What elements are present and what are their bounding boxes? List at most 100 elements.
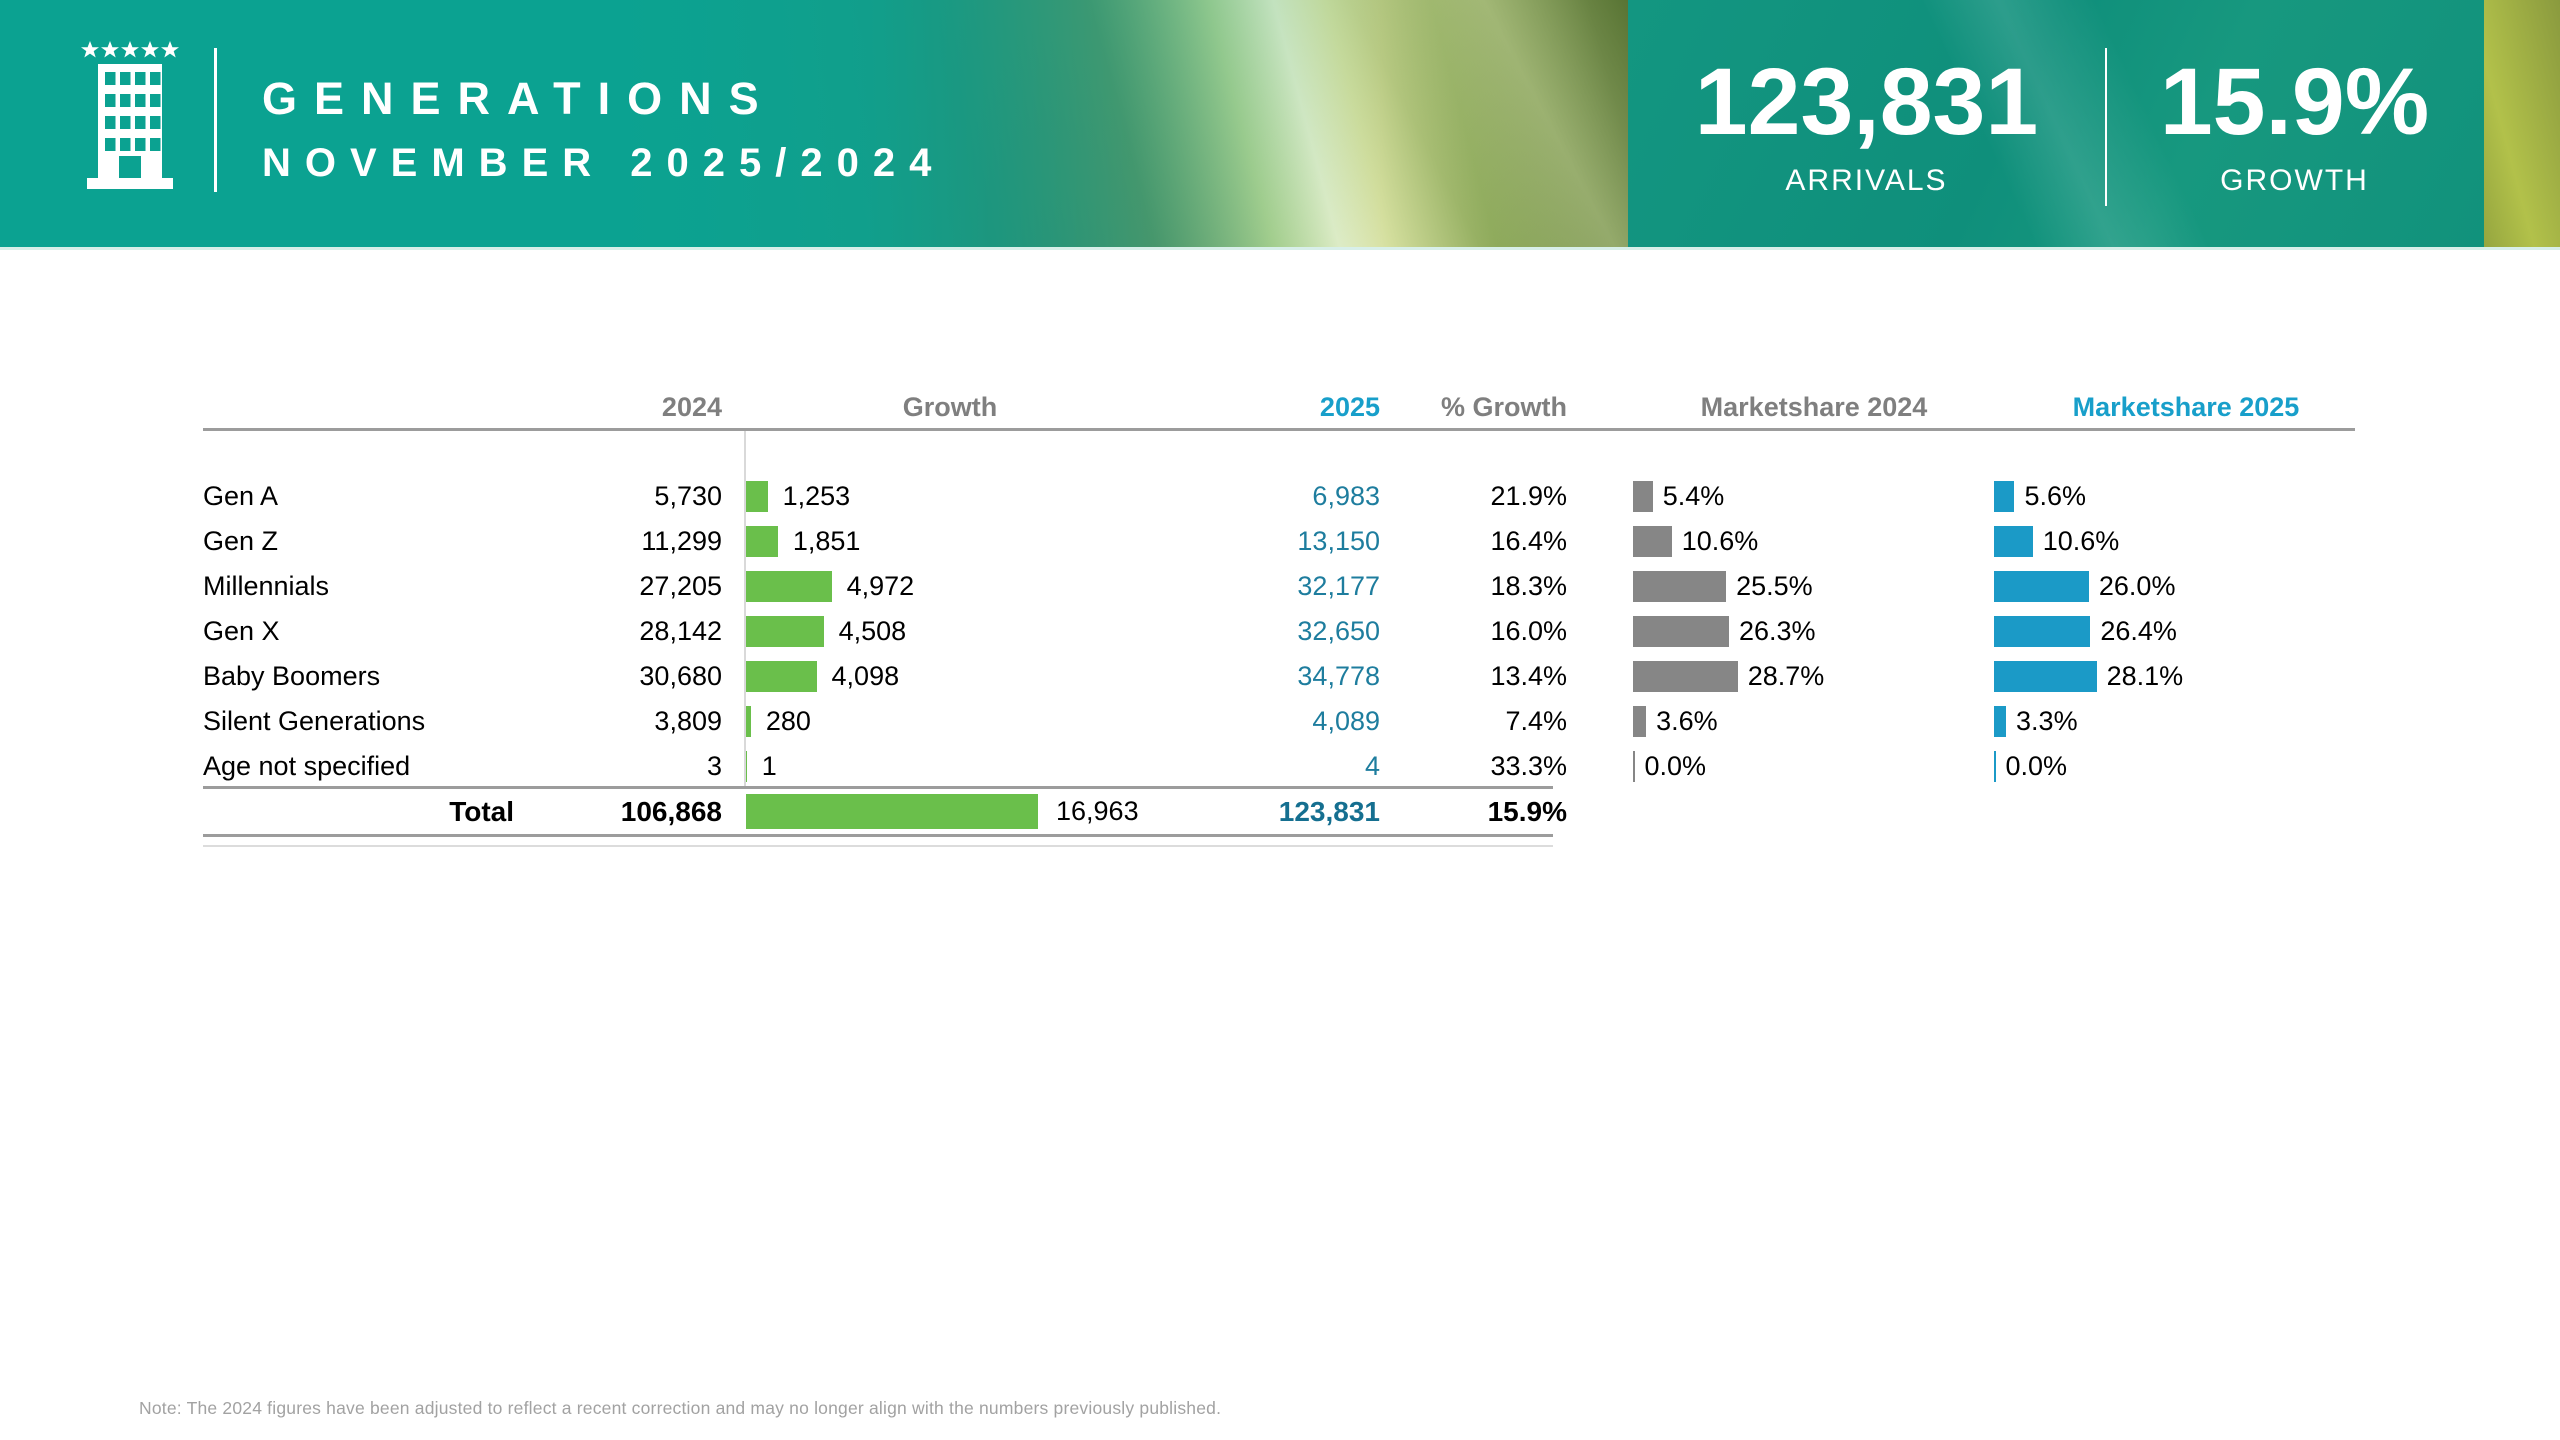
- marketshare-2025-bar: [1994, 616, 2091, 647]
- growth-bar: [746, 751, 747, 782]
- generation-label: Gen A: [203, 481, 279, 511]
- growth-bars-axis-line: [744, 431, 746, 789]
- col-header-2025: 2025: [1319, 392, 1380, 422]
- value-2024: 3,809: [654, 706, 722, 736]
- growth-bar: [746, 616, 824, 647]
- total-growth-bar: [746, 794, 1038, 829]
- marketshare-2024-bar: [1633, 706, 1647, 737]
- kpi-arrivals-value: 123,831: [1694, 49, 2039, 155]
- marketshare-2024-value: 28.7%: [1747, 661, 1825, 691]
- marketshare-2024-bar: [1633, 481, 1653, 512]
- title-line2: NOVEMBER 2025/2024: [262, 141, 946, 185]
- generation-label: Silent Generations: [203, 706, 426, 736]
- marketshare-2025-value: 28.1%: [2106, 661, 2184, 691]
- total-row-bottom-border: [203, 834, 1553, 837]
- value-2024: 27,205: [639, 571, 722, 601]
- table-body: Gen A 5,730 1,253 6,983 21.9% 5.4% 5.6% …: [0, 474, 2560, 789]
- table-header-underline: [203, 428, 2355, 431]
- marketshare-2025-value: 5.6%: [2024, 481, 2086, 511]
- total-row: Total 106,868 16,963 123,831 15.9%: [0, 789, 2560, 834]
- generation-label: Gen X: [203, 616, 280, 646]
- kpi-arrivals-label: ARRIVALS: [1785, 164, 1948, 197]
- growth-bar: [746, 706, 751, 737]
- value-2024: 5,730: [654, 481, 722, 511]
- total-label: Total: [449, 796, 514, 827]
- value-2025: 4,089: [1312, 706, 1380, 736]
- value-2025: 13,150: [1297, 526, 1380, 556]
- total-pct-growth: 15.9%: [1487, 796, 1567, 827]
- marketshare-2024-value: 10.6%: [1681, 526, 1759, 556]
- marketshare-2024-value: 0.0%: [1644, 751, 1707, 781]
- kpi-panel: 123,831 ARRIVALS 15.9% GROWTH: [1628, 0, 2484, 247]
- marketshare-2025-value: 26.0%: [2098, 571, 2176, 601]
- kpi-arrivals: 123,831 ARRIVALS: [1628, 0, 2105, 247]
- pct-growth-value: 21.9%: [1490, 481, 1567, 511]
- growth-bar: [746, 571, 832, 602]
- total-2024: 106,868: [620, 796, 722, 827]
- report-title: GENERATIONS NOVEMBER 2025/2024: [262, 76, 945, 183]
- marketshare-2024-value: 3.6%: [1656, 706, 1718, 736]
- growth-value: 4,508: [838, 616, 907, 646]
- marketshare-2025-value: 10.6%: [2042, 526, 2120, 556]
- value-2025: 6,983: [1312, 481, 1380, 511]
- total-row-bottom-border-light: [203, 845, 1553, 847]
- marketshare-2025-bar: [1994, 751, 1996, 782]
- pct-growth-value: 16.4%: [1490, 526, 1567, 556]
- marketshare-2024-bar: [1633, 571, 1727, 602]
- header-banner: GENERATIONS NOVEMBER 2025/2024 123,831 A…: [0, 0, 2560, 250]
- marketshare-2024-bar: [1633, 661, 1738, 692]
- marketshare-2025-bar: [1994, 526, 2033, 557]
- value-2025: 4: [1364, 751, 1380, 781]
- pct-growth-value: 7.4%: [1505, 706, 1567, 736]
- table-row: Gen Z 11,299 1,851 13,150 16.4% 10.6% 10…: [0, 519, 2560, 564]
- title-line1: GENERATIONS: [262, 73, 776, 124]
- marketshare-2025-value: 3.3%: [2016, 706, 2078, 736]
- marketshare-2025-bar: [1994, 661, 2097, 692]
- growth-value: 4,098: [831, 661, 900, 691]
- growth-value: 1,851: [792, 526, 861, 556]
- value-2024: 11,299: [641, 526, 722, 556]
- marketshare-2025-bar: [1994, 481, 2015, 512]
- col-header-2024: 2024: [661, 392, 722, 422]
- value-2025: 32,177: [1297, 571, 1380, 601]
- pct-growth-value: 13.4%: [1490, 661, 1567, 691]
- table-row: Millennials 27,205 4,972 32,177 18.3% 25…: [0, 564, 2560, 609]
- value-2024: 28,142: [639, 616, 722, 646]
- marketshare-2025-value: 26.4%: [2100, 616, 2177, 646]
- table-row: Age not specified 3 1 4 33.3% 0.0% 0.0%: [0, 744, 2560, 789]
- growth-value: 280: [765, 706, 811, 736]
- table-row: Gen X 28,142 4,508 32,650 16.0% 26.3% 26…: [0, 609, 2560, 654]
- value-2025: 34,778: [1297, 661, 1380, 691]
- pct-growth-value: 16.0%: [1490, 616, 1567, 646]
- generation-label: Gen Z: [203, 526, 279, 556]
- growth-value: 1: [761, 751, 777, 781]
- marketshare-2025-value: 0.0%: [2005, 751, 2068, 781]
- growth-bar: [746, 481, 768, 512]
- value-2024: 30,680: [639, 661, 722, 691]
- table-row: Baby Boomers 30,680 4,098 34,778 13.4% 2…: [0, 654, 2560, 699]
- growth-bar: [746, 661, 817, 692]
- kpi-growth-label: GROWTH: [2220, 164, 2369, 197]
- marketshare-2024-bar: [1633, 616, 1729, 647]
- col-header-growth: Growth: [902, 392, 998, 422]
- generation-label: Baby Boomers: [203, 661, 381, 691]
- generation-label: Age not specified: [203, 751, 411, 781]
- value-2025: 32,650: [1297, 616, 1380, 646]
- kpi-divider: [2105, 48, 2107, 206]
- footnote: Note: The 2024 figures have been adjuste…: [139, 1398, 1222, 1418]
- marketshare-2025-bar: [1994, 571, 2089, 602]
- col-header-marketshare-2024: Marketshare 2024: [1700, 392, 1928, 422]
- hotel-building-five-stars-icon: [81, 41, 179, 189]
- marketshare-2024-value: 25.5%: [1736, 571, 1813, 601]
- generation-label: Millennials: [203, 571, 330, 601]
- logo-divider: [214, 48, 217, 192]
- growth-bar: [746, 526, 778, 557]
- pct-growth-value: 33.3%: [1490, 751, 1567, 781]
- marketshare-2024-value: 5.4%: [1662, 481, 1725, 511]
- value-2024: 3: [706, 751, 722, 781]
- kpi-growth: 15.9% GROWTH: [2105, 0, 2484, 247]
- growth-value: 1,253: [782, 481, 851, 511]
- pct-growth-value: 18.3%: [1490, 571, 1567, 601]
- marketshare-2025-bar: [1994, 706, 2007, 737]
